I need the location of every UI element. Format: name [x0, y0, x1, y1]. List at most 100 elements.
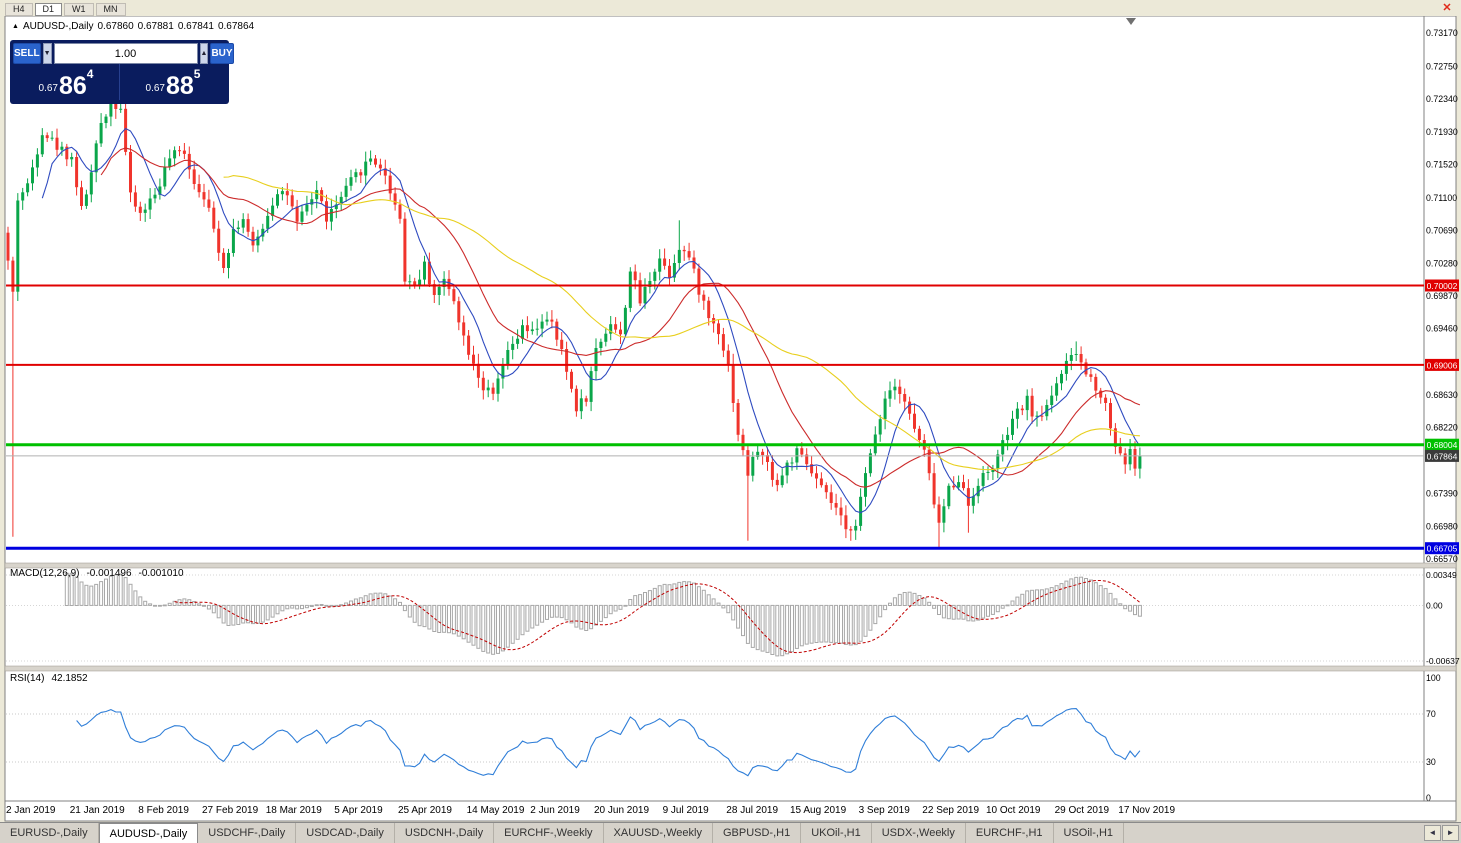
chart-ohlc-header: ▲ AUDUSD-,Daily 0.67860 0.67881 0.67841 0.678…	[12, 21, 258, 32]
price-tag: 0.67864	[1425, 449, 1459, 462]
panel-collapse-arrow-icon[interactable]: ▲	[12, 23, 19, 30]
date-label: 22 Sep 2019	[922, 805, 979, 816]
macd-title: MACD(12,26,9)	[10, 568, 80, 579]
price-tick-label: 0.71520	[1426, 160, 1458, 170]
date-label: 20 Jun 2019	[594, 805, 649, 816]
price-tag: 0.66705	[1425, 542, 1459, 555]
chart-tab-usdchf-daily[interactable]: USDCHF-,Daily	[198, 823, 297, 843]
date-label: 2 Jun 2019	[530, 805, 580, 816]
svg-text:0.69006: 0.69006	[1427, 360, 1458, 370]
top-toolbar: H4 D1 W1 MN ✕	[0, 0, 1461, 16]
chart-tab-usoil-h1[interactable]: USOil-,H1	[1054, 823, 1125, 843]
chart-tab-audusd-daily[interactable]: AUDUSD-,Daily	[98, 823, 199, 843]
date-label: 25 Apr 2019	[398, 805, 452, 816]
ohlc-open: 0.67860	[97, 21, 134, 32]
buy-price-big: 88	[165, 71, 194, 100]
price-tag: 0.69006	[1425, 358, 1459, 371]
price-tick-label: 0.69460	[1426, 324, 1458, 334]
price-tick-label: 0.70690	[1426, 226, 1458, 236]
chart-tabs-bar: EURUSD-,Daily AUDUSD-,Daily USDCHF-,Daily U…	[0, 822, 1461, 843]
sell-price-prefix: 0.67	[38, 83, 58, 94]
price-tick-label: 0.71100	[1426, 193, 1457, 203]
chart-symbol-label: AUDUSD-,Daily	[22, 21, 94, 32]
price-tick-label: 0.72340	[1426, 94, 1458, 104]
lot-decrease-button[interactable]: ▼	[42, 43, 52, 64]
date-label: 17 Nov 2019	[1118, 805, 1175, 816]
chart-tab-usdx-weekly[interactable]: USDX-,Weekly	[872, 823, 966, 843]
rsi-value: 42.1852	[51, 673, 88, 684]
date-label: 10 Oct 2019	[986, 805, 1041, 816]
macd-tick-label: 0.00	[1426, 600, 1443, 610]
chart-tab-eurchf-weekly[interactable]: EURCHF-,Weekly	[494, 823, 604, 843]
date-label: 28 Jul 2019	[726, 805, 778, 816]
chart-tab-usdcad-daily[interactable]: USDCAD-,Daily	[296, 823, 395, 843]
ma-45-line	[223, 175, 1140, 471]
svg-text:0.66705: 0.66705	[1427, 544, 1458, 554]
tabs-scroll-left-button[interactable]: ◄	[1424, 825, 1441, 841]
chart-tab-ukoil-h1[interactable]: UKOil-,H1	[801, 823, 872, 843]
chart-tab-eurchf-h1[interactable]: EURCHF-,H1	[966, 823, 1054, 843]
macd-main-value: -0.001496	[86, 568, 132, 579]
price-tick-label: 0.70280	[1426, 258, 1458, 268]
sell-price-pipette: 4	[86, 67, 94, 81]
svg-text:0.67864: 0.67864	[1427, 451, 1458, 461]
ma-8-line	[41, 127, 1141, 514]
date-label: 14 May 2019	[467, 805, 525, 816]
chart-tab-usdcnh-daily[interactable]: USDCNH-,Daily	[395, 823, 495, 843]
macd-tick-label: 0.00349	[1426, 570, 1457, 580]
ohlc-low: 0.67841	[177, 21, 214, 32]
tabs-scroll-right-button[interactable]: ►	[1442, 825, 1459, 841]
macd-tick-label: -0.00637	[1426, 656, 1460, 666]
chart-shift-marker-icon[interactable]	[1126, 18, 1136, 25]
rsi-title: RSI(14)	[10, 673, 45, 684]
date-label: 21 Jan 2019	[70, 805, 125, 816]
buy-price[interactable]: 0.67 88 5	[119, 64, 226, 100]
ma-20-line	[100, 147, 1141, 488]
date-label: 15 Aug 2019	[790, 805, 847, 816]
price-tick-label: 0.73170	[1426, 28, 1458, 38]
rsi-tick-label: 0	[1426, 793, 1431, 803]
timeframe-buttons: H4 D1 W1 MN	[5, 0, 128, 17]
price-tick-label: 0.66980	[1426, 521, 1458, 531]
buy-button[interactable]: BUY	[210, 43, 234, 64]
date-label: 2 Jan 2019	[6, 805, 56, 816]
date-label: 5 Apr 2019	[334, 805, 383, 816]
timeframe-button-h4[interactable]: H4	[5, 3, 33, 16]
rsi-tick-label: 100	[1426, 673, 1441, 683]
rsi-tick-label: 30	[1426, 757, 1436, 767]
svg-text:0.70002: 0.70002	[1427, 281, 1458, 291]
timeframe-button-mn[interactable]: MN	[95, 3, 126, 16]
rsi-header: RSI(14) 42.1852	[10, 673, 95, 684]
macd-signal-line	[174, 580, 1141, 654]
svg-text:0.68004: 0.68004	[1427, 440, 1458, 450]
price-tick-label: 0.68630	[1426, 390, 1458, 400]
price-tick-label: 0.69870	[1426, 291, 1458, 301]
timeframe-button-w1[interactable]: W1	[64, 3, 94, 16]
chart-tabs: EURUSD-,Daily AUDUSD-,Daily USDCHF-,Daily U…	[0, 823, 1125, 843]
window-close-button[interactable]: ✕	[1439, 1, 1455, 14]
macd-pane-splitter[interactable]	[4, 562, 1457, 569]
chart-tab-xauusd-weekly[interactable]: XAUUSD-,Weekly	[604, 823, 713, 843]
sell-price[interactable]: 0.67 86 4	[13, 64, 119, 100]
rsi-line	[76, 708, 1141, 777]
chart-tab-gbpusd-h1[interactable]: GBPUSD-,H1	[713, 823, 802, 843]
date-label: 3 Sep 2019	[859, 805, 911, 816]
ohlc-close: 0.67864	[217, 21, 255, 32]
buy-price-pipette: 5	[193, 67, 201, 81]
price-tick-label: 0.68220	[1426, 423, 1458, 433]
sell-button[interactable]: SELL	[13, 43, 41, 64]
price-tick-label: 0.66570	[1426, 554, 1458, 564]
macd-signal-value: -0.001010	[138, 568, 184, 579]
timeframe-button-d1[interactable]: D1	[34, 3, 63, 16]
lot-size-input[interactable]	[53, 43, 198, 64]
price-tag: 0.68004	[1425, 438, 1459, 451]
rsi-pane-splitter[interactable]	[4, 665, 1457, 672]
lot-increase-button[interactable]: ▲	[199, 43, 209, 64]
price-tick-label: 0.71930	[1426, 127, 1458, 137]
rsi-tick-label: 70	[1426, 709, 1436, 719]
price-tick-label: 0.67390	[1426, 489, 1458, 499]
chart-tab-eurusd-daily[interactable]: EURUSD-,Daily	[0, 823, 99, 843]
price-tick-label: 0.72750	[1426, 62, 1458, 72]
